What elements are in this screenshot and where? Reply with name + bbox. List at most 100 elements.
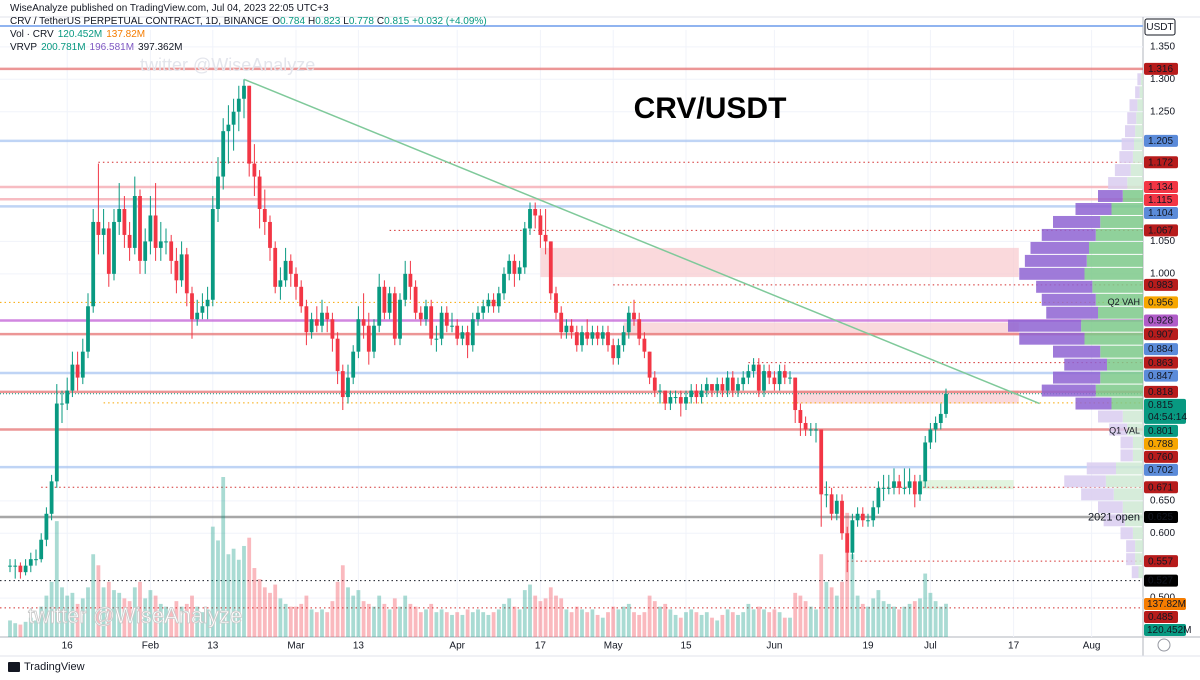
candle-body [788, 377, 792, 379]
ohlc-item: C0.815 [377, 16, 409, 27]
volume-bar [179, 606, 184, 637]
candle-body [273, 247, 278, 287]
x-tick-label: Feb [142, 641, 160, 652]
volume-bar [200, 612, 205, 637]
candle-body [226, 124, 231, 132]
ohlc-value: 0.778 [348, 16, 374, 27]
candle-body [829, 494, 834, 514]
profile-down [1109, 423, 1128, 436]
price-flag [1144, 481, 1178, 494]
profile-down [1103, 514, 1125, 527]
volume-bar [320, 609, 324, 637]
candle-body [231, 111, 236, 125]
vrvp-value: 196.581M [89, 42, 135, 53]
volume-flag-label: 120.452M [1147, 625, 1191, 636]
candle-body [486, 299, 491, 307]
candle-body [392, 293, 397, 339]
x-tick-label: 17 [535, 641, 547, 652]
candle-body [793, 377, 798, 411]
volume-bar [580, 609, 584, 637]
auto-scale-button[interactable] [1157, 638, 1171, 652]
profile-up [1135, 553, 1143, 566]
volume [8, 477, 948, 637]
level-note: Q2 VAH [1108, 297, 1140, 307]
price-flag-label: 0.557 [1148, 556, 1173, 567]
profile-down [1126, 540, 1136, 553]
candle-body [169, 241, 174, 261]
candle-body [122, 208, 127, 235]
profile-down [1041, 384, 1096, 397]
footer-brand[interactable]: TradingView [24, 661, 85, 673]
zone [795, 390, 1019, 404]
price-flag-label: 1.134 [1148, 182, 1173, 193]
candle-body [179, 254, 184, 281]
candle-body [730, 377, 735, 391]
candle-body [294, 273, 298, 287]
volume-bar [746, 603, 751, 637]
profile-down [1046, 306, 1098, 319]
volume-bar [382, 603, 387, 637]
profile-down [1131, 566, 1139, 579]
profile-down [1120, 436, 1133, 449]
volume-bar [13, 623, 18, 637]
profile-up [1125, 514, 1143, 527]
volume-bar [590, 609, 595, 637]
current-price-label: 0.815 [1148, 400, 1173, 411]
volume-bar [704, 612, 709, 637]
volume-bar [814, 609, 818, 637]
candle-body [600, 332, 605, 339]
profile-down [1114, 164, 1131, 177]
profile-down [1127, 112, 1137, 125]
publisher-line: WiseAnalyze published on TradingView.com… [10, 2, 491, 15]
profile-down [1024, 254, 1087, 267]
volume-bar [330, 601, 335, 637]
volume-bar [491, 612, 496, 637]
candle-body [684, 397, 688, 404]
profile-up [1122, 501, 1143, 514]
axes: 1.3501.3001.2501.0501.0000.6500.6000.500… [62, 42, 1176, 652]
price-flag-label: 0.485 [1148, 612, 1173, 623]
x-tick-label: Aug [1083, 641, 1101, 652]
candle-body [668, 397, 673, 404]
candle-body [632, 312, 636, 320]
volume-bar [912, 601, 917, 637]
volume-bar [164, 606, 168, 637]
profile-down [1137, 73, 1141, 86]
volume-bar [725, 609, 730, 637]
candle-body [834, 500, 839, 514]
vrvp-value: 200.781M [41, 42, 86, 53]
candle-body [886, 487, 891, 489]
candle-body [132, 196, 137, 248]
volume-bar [476, 609, 480, 637]
price-flag [1144, 296, 1178, 309]
volume-bar [195, 606, 200, 637]
candle-body [860, 513, 865, 521]
candle-body [320, 312, 324, 326]
volume-bar [918, 598, 922, 637]
profile-down [1053, 345, 1101, 358]
volume-bar [403, 595, 408, 637]
volume-bar [543, 598, 548, 637]
x-tick-label: Apr [449, 641, 465, 652]
level-note: 2021 open [1088, 511, 1140, 523]
price-flag-label: 0.818 [1148, 387, 1173, 398]
candle-body [512, 260, 517, 274]
candle-body [309, 319, 314, 333]
candle-body [897, 481, 902, 488]
candle-body [158, 241, 163, 248]
profile-down [1053, 371, 1101, 384]
candle-body [398, 299, 402, 339]
profile-up [1081, 319, 1143, 332]
logo-icon[interactable] [8, 662, 20, 672]
zones [540, 247, 1019, 490]
price-flag [1144, 314, 1178, 327]
volume-bar [174, 601, 179, 637]
candle-body [902, 487, 907, 489]
volume-bar [793, 592, 798, 637]
profile-up [1116, 462, 1143, 475]
volume-bar [268, 592, 272, 637]
candle-body [777, 371, 782, 385]
currency-box[interactable] [1144, 18, 1176, 36]
candle-body [288, 260, 293, 274]
price-flag-label: 0.956 [1148, 298, 1173, 309]
